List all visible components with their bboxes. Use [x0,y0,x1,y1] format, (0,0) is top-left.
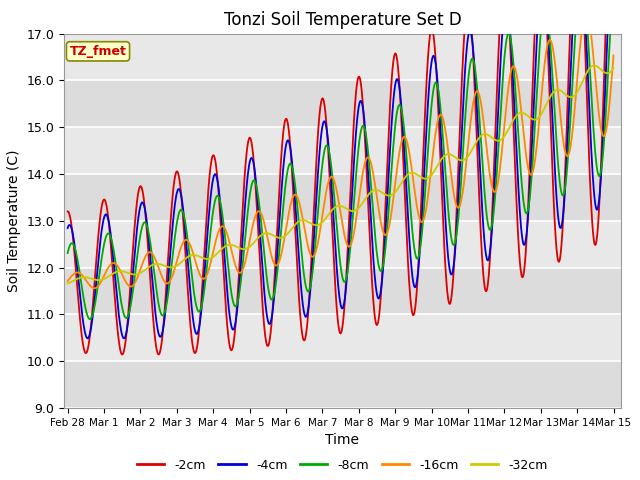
-2cm [64,209,72,215]
-2cm [426,36,433,42]
-16cm [91,286,99,291]
-32cm [426,174,433,180]
-4cm [246,156,254,162]
-32cm [497,137,504,143]
-32cm [246,243,254,249]
-8cm [246,188,254,193]
-16cm [426,181,433,187]
-2cm [545,78,553,84]
-16cm [172,261,180,267]
Line: -16cm: -16cm [68,12,614,288]
-8cm [172,225,180,230]
-4cm [64,225,72,231]
-4cm [172,193,180,199]
-8cm [186,252,193,257]
Bar [64,267,621,314]
-4cm [186,279,193,285]
-32cm [610,65,618,71]
-16cm [497,158,505,164]
Bar [64,361,621,408]
-16cm [545,37,553,43]
-16cm [64,278,72,284]
-8cm [86,316,94,322]
-16cm [610,53,618,59]
-2cm [246,136,254,142]
-4cm [545,45,553,50]
-8cm [64,250,72,256]
Line: -8cm: -8cm [68,0,614,319]
-4cm [426,78,433,84]
-8cm [497,105,505,110]
X-axis label: Time: Time [325,433,360,447]
-16cm [186,240,193,246]
-32cm [545,97,552,103]
Line: -32cm: -32cm [68,65,614,284]
-2cm [172,169,180,175]
Text: TZ_fmet: TZ_fmet [70,45,127,58]
Line: -2cm: -2cm [68,0,614,354]
Bar [64,174,621,221]
-2cm [118,351,126,357]
Title: Tonzi Soil Temperature Set D: Tonzi Soil Temperature Set D [223,11,461,29]
-32cm [185,253,193,259]
Bar [64,80,621,127]
-2cm [497,2,505,8]
-32cm [590,62,598,68]
Line: -4cm: -4cm [68,0,614,338]
-32cm [64,281,72,287]
Legend: -2cm, -4cm, -8cm, -16cm, -32cm: -2cm, -4cm, -8cm, -16cm, -32cm [132,454,553,477]
-16cm [582,9,590,15]
-32cm [172,264,180,269]
-16cm [246,234,254,240]
-4cm [497,53,505,59]
-4cm [84,336,92,341]
-8cm [426,126,433,132]
-8cm [545,26,553,32]
Y-axis label: Soil Temperature (C): Soil Temperature (C) [7,150,21,292]
-2cm [186,310,193,316]
